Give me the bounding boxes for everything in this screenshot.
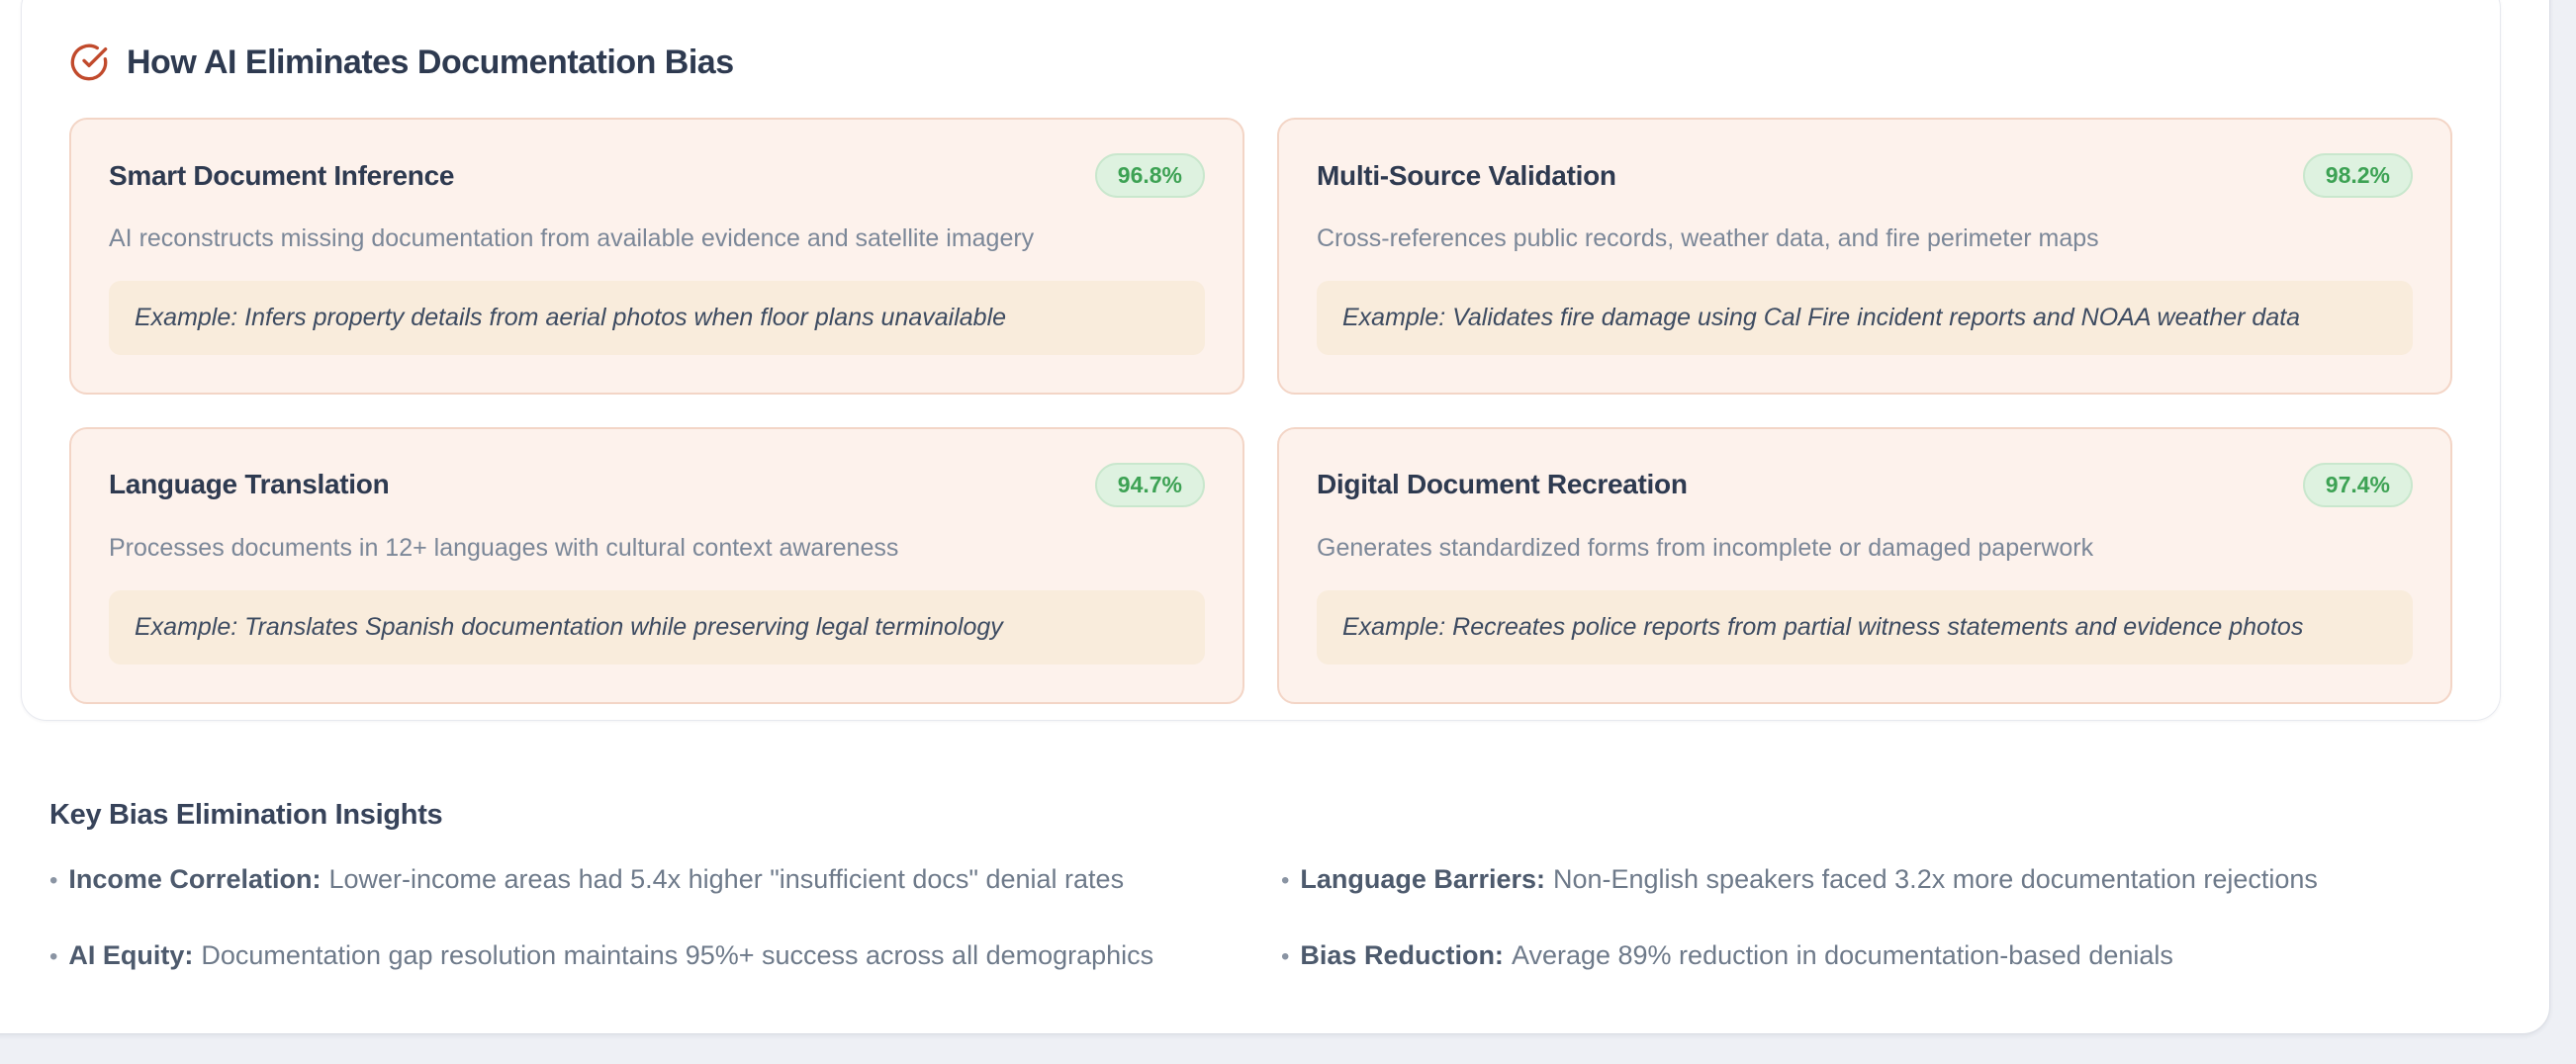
feature-example: Example: Recreates police reports from p… xyxy=(1317,589,2413,665)
insight-income-correlation: • Income Correlation: Lower-income areas h… xyxy=(49,863,1261,896)
feature-card-multi-source-validation: Multi-Source Validation 98.2% Cross-refe… xyxy=(1277,118,2452,395)
feature-example: Example: Validates fire damage using Cal… xyxy=(1317,281,2413,355)
insight-label: AI Equity: xyxy=(68,939,194,970)
feature-description: Generates standardized forms from incomp… xyxy=(1317,533,2094,562)
accuracy-badge: 96.8% xyxy=(1094,153,1205,198)
check-circle-icon xyxy=(70,44,108,81)
feature-card-header: Language Translation 94.7% xyxy=(109,462,1205,507)
feature-description: Cross-references public records, weather… xyxy=(1317,224,2099,252)
bullet-icon: • xyxy=(49,867,58,894)
accuracy-badge: 98.2% xyxy=(2302,153,2413,198)
insight-text: Non-English speakers faced 3.2x more doc… xyxy=(1552,864,2318,894)
insight-ai-equity: • AI Equity: Documentation gap resolution … xyxy=(49,939,1261,972)
bullet-icon: • xyxy=(49,942,58,970)
feature-example: Example: Infers property details from ae… xyxy=(109,281,1205,355)
feature-card-header: Digital Document Recreation 97.4% xyxy=(1317,462,2413,507)
feature-example: Example: Translates Spanish documentatio… xyxy=(109,589,1205,665)
panel-title: How AI Eliminates Documentation Bias xyxy=(127,43,734,81)
feature-title: Language Translation xyxy=(109,469,390,500)
feature-card-smart-document-inference: Smart Document Inference 96.8% AI recons… xyxy=(69,118,1244,395)
insights-title: Key Bias Elimination Insights xyxy=(49,799,443,831)
feature-card-header: Smart Document Inference 96.8% xyxy=(109,153,1205,198)
feature-grid: Smart Document Inference 96.8% AI recons… xyxy=(69,118,2452,704)
insight-text: Lower-income areas had 5.4x higher "insu… xyxy=(328,864,1125,894)
key-insights-section: Key Bias Elimination Insights • Income Co… xyxy=(49,799,2493,972)
documentation-bias-panel: How AI Eliminates Documentation Bias Sma… xyxy=(21,0,2501,721)
accuracy-badge: 97.4% xyxy=(2302,462,2413,507)
insight-bias-reduction: • Bias Reduction: Average 89% reduction in… xyxy=(1281,939,2493,972)
feature-card-header: Multi-Source Validation 98.2% xyxy=(1317,153,2413,198)
bullet-icon: • xyxy=(1281,867,1290,894)
feature-title: Multi-Source Validation xyxy=(1317,159,1616,191)
insight-label: Language Barriers: xyxy=(1300,864,1545,894)
feature-card-language-translation: Language Translation 94.7% Processes doc… xyxy=(69,426,1244,704)
insight-text: Average 89% reduction in documentation-b… xyxy=(1511,939,2173,970)
panel-header: How AI Eliminates Documentation Bias xyxy=(69,43,2452,82)
feature-description: AI reconstructs missing documentation fr… xyxy=(109,224,1035,252)
feature-title: Smart Document Inference xyxy=(109,159,455,191)
feature-title: Digital Document Recreation xyxy=(1317,469,1688,500)
insight-language-barriers: • Language Barriers: Non-English speakers … xyxy=(1281,863,2493,896)
insights-grid: • Income Correlation: Lower-income areas h… xyxy=(49,863,2493,972)
bullet-icon: • xyxy=(1281,942,1290,970)
accuracy-badge: 94.7% xyxy=(1094,462,1205,507)
insight-label: Income Correlation: xyxy=(68,864,322,894)
feature-card-digital-document-recreation: Digital Document Recreation 97.4% Genera… xyxy=(1277,426,2452,704)
insight-label: Bias Reduction: xyxy=(1300,939,1504,970)
feature-description: Processes documents in 12+ languages wit… xyxy=(109,533,899,562)
insight-text: Documentation gap resolution maintains 9… xyxy=(201,939,1154,970)
